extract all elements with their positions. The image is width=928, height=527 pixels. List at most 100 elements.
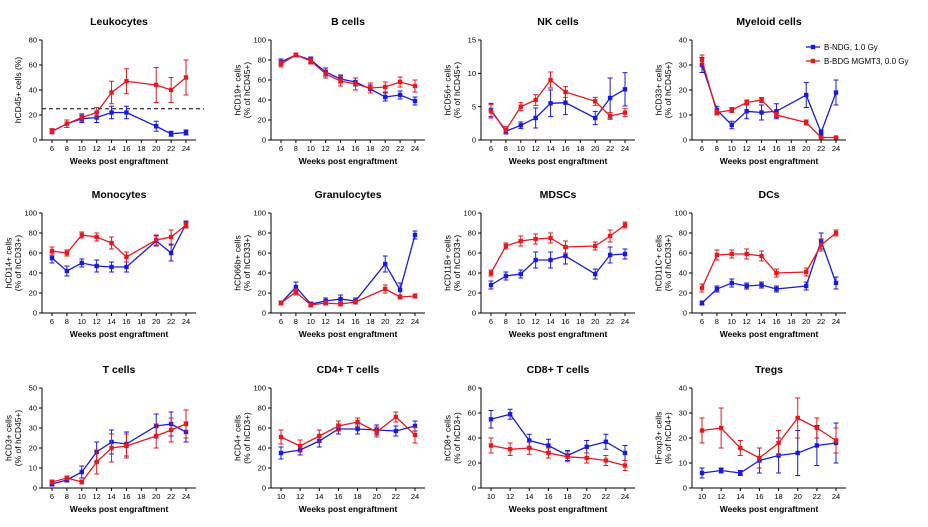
x-tick-label: 22 bbox=[606, 144, 614, 153]
x-tick-label: 18 bbox=[787, 144, 795, 153]
series-b-ndg bbox=[488, 246, 628, 290]
x-tick-label: 14 bbox=[107, 317, 115, 326]
chart-title: NK cells bbox=[537, 16, 579, 28]
data-point bbox=[278, 61, 284, 67]
x-tick-label: 10 bbox=[78, 492, 86, 501]
data-point bbox=[94, 459, 99, 465]
data-point bbox=[412, 232, 418, 238]
x-tick-label: 20 bbox=[373, 492, 381, 501]
data-point bbox=[548, 235, 553, 241]
data-point bbox=[518, 104, 523, 109]
x-tick-label: 10 bbox=[307, 144, 315, 153]
data-point bbox=[714, 286, 720, 292]
data-point bbox=[759, 253, 764, 259]
x-tick-label: 22 bbox=[817, 144, 825, 153]
y-tick-label: 60 bbox=[258, 76, 266, 85]
x-tick-label: 14 bbox=[546, 317, 554, 326]
x-tick-label: 12 bbox=[742, 144, 750, 153]
chart-title: CD4+ T cells bbox=[317, 364, 380, 376]
x-tick-label: 16 bbox=[122, 492, 130, 501]
x-tick-label: 16 bbox=[772, 144, 780, 153]
x-axis-label: Weeks post engraftment bbox=[70, 156, 169, 166]
data-point bbox=[833, 280, 839, 286]
y-tick-label: 40 bbox=[468, 434, 476, 443]
data-point bbox=[759, 282, 764, 288]
series-line bbox=[701, 417, 837, 459]
data-point bbox=[833, 135, 839, 140]
data-point bbox=[168, 427, 174, 433]
x-tick-label: 20 bbox=[152, 317, 160, 326]
data-point bbox=[607, 95, 613, 101]
y-tick-label: 10 bbox=[29, 464, 37, 473]
data-point bbox=[397, 287, 403, 293]
chart-title: MDSCs bbox=[540, 189, 577, 201]
y-tick-label: 40 bbox=[258, 96, 266, 105]
chart-dcs: DCs 0 20 40 60 80 100 6 8 10 12 14 16 18 20 22 24 Weeks p… bbox=[654, 189, 846, 339]
series-b-bdg-mgmt3 bbox=[488, 437, 628, 471]
data-point bbox=[795, 450, 800, 456]
series-b-ndg bbox=[699, 57, 839, 136]
chart-title: CD8+ T cells bbox=[527, 364, 590, 376]
x-tick-label: 14 bbox=[757, 317, 765, 326]
y-axis-label-line: hCD19+ cells bbox=[233, 65, 243, 116]
x-tick-label: 24 bbox=[832, 144, 840, 153]
data-point bbox=[49, 129, 55, 134]
y-tick-label: 5 bbox=[472, 102, 476, 111]
y-axis-label: hCD11C+ cells (% of hCD33+) bbox=[654, 235, 674, 292]
y-axis-label-line: (% of hCD4+) bbox=[663, 412, 673, 464]
data-point bbox=[774, 286, 779, 292]
y-tick-label: 60 bbox=[468, 409, 476, 418]
data-point bbox=[383, 94, 388, 100]
data-point bbox=[814, 443, 820, 448]
data-point bbox=[718, 468, 724, 473]
data-point bbox=[383, 261, 388, 267]
data-point bbox=[412, 293, 418, 299]
x-tick-label: 8 bbox=[294, 317, 298, 326]
series-b-bdg-mgmt3 bbox=[49, 59, 189, 135]
data-point bbox=[699, 428, 705, 433]
data-point bbox=[393, 428, 399, 434]
x-tick-label: 12 bbox=[92, 317, 100, 326]
data-point bbox=[518, 271, 523, 277]
y-tick-label: 30 bbox=[679, 61, 687, 70]
x-tick-label: 24 bbox=[182, 492, 190, 501]
data-point bbox=[374, 429, 379, 435]
y-tick-label: 100 bbox=[24, 209, 37, 218]
data-point bbox=[533, 257, 538, 263]
series-b-bdg-mgmt3 bbox=[278, 284, 418, 308]
series-line bbox=[701, 232, 837, 289]
x-tick-label: 12 bbox=[531, 317, 539, 326]
x-tick-label: 24 bbox=[621, 144, 629, 153]
x-tick-label: 24 bbox=[621, 317, 629, 326]
x-tick-label: 14 bbox=[107, 144, 115, 153]
x-tick-label: 22 bbox=[813, 492, 821, 501]
x-tick-label: 18 bbox=[563, 492, 571, 501]
x-tick-label: 18 bbox=[787, 317, 795, 326]
legend-marker bbox=[810, 58, 816, 64]
x-axis-label: Weeks post engraftment bbox=[70, 329, 169, 339]
y-tick-label: 15 bbox=[468, 36, 476, 45]
x-tick-label: 18 bbox=[576, 144, 584, 153]
x-axis-label: Weeks post engraftment bbox=[720, 329, 819, 339]
y-axis-label: hCD33+ cells (% of hCD45+) bbox=[654, 62, 674, 119]
data-point bbox=[338, 301, 343, 307]
x-tick-label: 12 bbox=[321, 317, 329, 326]
y-tick-label: 40 bbox=[679, 36, 687, 45]
data-point bbox=[293, 289, 299, 295]
data-point bbox=[412, 432, 418, 438]
y-tick-label: 0 bbox=[683, 309, 687, 318]
data-point bbox=[49, 479, 55, 485]
data-point bbox=[393, 414, 399, 420]
y-tick-label: 80 bbox=[679, 229, 687, 238]
data-point bbox=[699, 300, 705, 306]
data-point bbox=[488, 270, 494, 276]
y-tick-label: 0 bbox=[33, 484, 37, 493]
data-point bbox=[738, 445, 743, 451]
x-tick-label: 10 bbox=[517, 317, 525, 326]
y-axis-label-line: (% of hCD33+) bbox=[13, 235, 23, 292]
y-tick-label: 60 bbox=[29, 61, 37, 70]
data-point bbox=[699, 285, 705, 291]
x-tick-label: 20 bbox=[802, 144, 810, 153]
data-point bbox=[603, 458, 609, 463]
chart-leukocytes: Leukocytes 0 20 40 60 80 6 8 10 12 14 16 18 20 22 24 Wee… bbox=[13, 16, 204, 166]
